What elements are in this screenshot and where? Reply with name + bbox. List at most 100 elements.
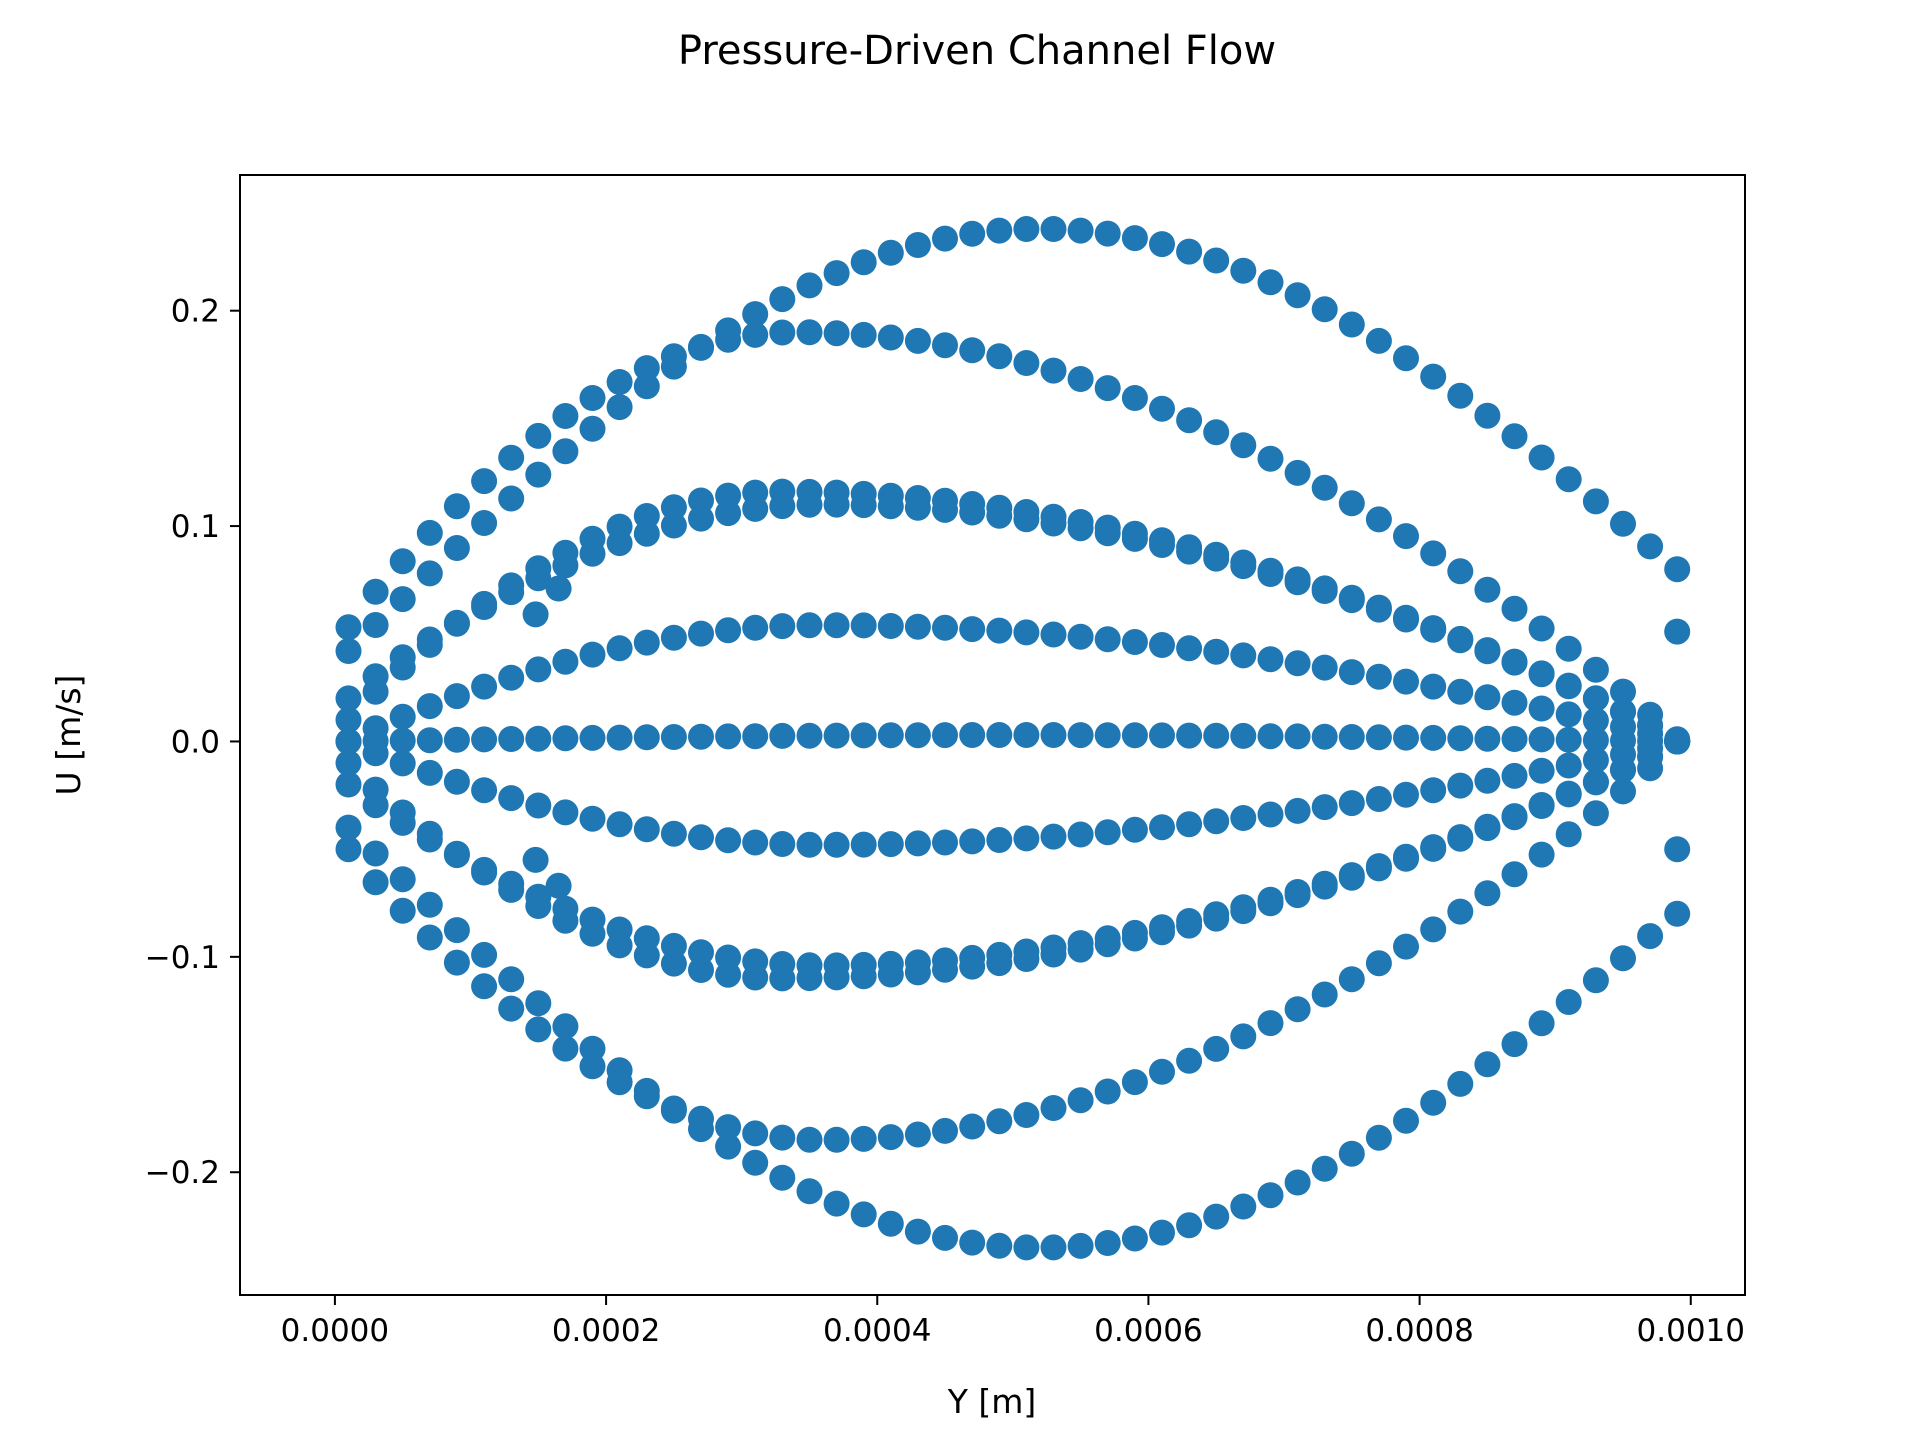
data-point [1447, 725, 1474, 752]
data-point [1067, 722, 1094, 749]
data-point [1501, 861, 1528, 888]
data-point [769, 613, 796, 640]
data-point [932, 614, 958, 641]
data-point [1610, 727, 1636, 754]
data-point [986, 343, 1013, 370]
data-point [1582, 488, 1609, 515]
data-point [633, 1083, 660, 1110]
data-point [1284, 569, 1311, 596]
data-point [877, 239, 904, 266]
x-axis-label: Y [m] [947, 1382, 1037, 1421]
data-point [1149, 532, 1175, 558]
data-point [1501, 595, 1528, 622]
data-point [1555, 701, 1582, 728]
data-point [606, 394, 633, 421]
data-point [1040, 1095, 1067, 1121]
data-point [1149, 914, 1175, 941]
data-point [525, 656, 552, 683]
data-point [1013, 1102, 1040, 1128]
data-point [1257, 1182, 1284, 1209]
data-point [1176, 1047, 1203, 1074]
data-point [1474, 402, 1501, 429]
data-point [471, 673, 498, 700]
data-point [335, 614, 362, 641]
data-point [1257, 646, 1284, 673]
data-point [850, 321, 877, 348]
data-point [715, 1114, 742, 1141]
data-point [579, 805, 606, 832]
data-point [688, 824, 714, 851]
data-point [1338, 724, 1365, 750]
data-point [877, 1124, 904, 1151]
data-point [1420, 540, 1447, 567]
data-point [1284, 797, 1311, 824]
data-point [742, 1149, 769, 1176]
data-point [525, 990, 552, 1017]
data-point [1094, 1230, 1121, 1256]
data-point [579, 724, 606, 751]
data-point [1094, 925, 1121, 952]
data-point [1338, 966, 1365, 993]
data-point [1176, 722, 1203, 749]
data-point [1555, 673, 1582, 700]
data-point [579, 540, 606, 567]
data-point [606, 1069, 633, 1096]
data-point [1664, 618, 1691, 645]
data-point [552, 725, 579, 752]
data-point [1203, 901, 1230, 928]
data-point [579, 415, 606, 442]
data-point [1121, 919, 1148, 946]
data-point [498, 444, 525, 471]
data-point [1040, 1234, 1067, 1261]
data-point [660, 624, 687, 651]
data-point [389, 548, 416, 575]
data-point [823, 831, 850, 858]
data-point [1474, 684, 1501, 711]
data-point [796, 1126, 823, 1153]
data-point [1637, 533, 1664, 560]
data-point [1176, 811, 1203, 838]
data-point [579, 1053, 606, 1080]
data-point [986, 617, 1013, 644]
data-point [1528, 444, 1555, 471]
data-point [1311, 654, 1338, 681]
data-point [498, 870, 525, 897]
data-point [471, 973, 498, 1000]
data-point [1257, 886, 1284, 913]
y-axis-ticks: −0.2 −0.1 0.0 0.1 0.2 [145, 294, 240, 1191]
data-point [769, 286, 796, 313]
data-point [1311, 794, 1338, 821]
data-point [1555, 726, 1582, 753]
data-point [522, 846, 549, 873]
data-point [904, 232, 931, 258]
data-point [579, 906, 606, 933]
data-point [1230, 432, 1257, 459]
data-point [1420, 616, 1447, 643]
data-point [1203, 638, 1230, 665]
data-point [522, 601, 549, 628]
data-point [606, 635, 633, 662]
data-point [1365, 663, 1392, 690]
data-point [742, 723, 769, 750]
data-point [742, 614, 769, 641]
data-point [823, 612, 850, 639]
data-point [1013, 938, 1040, 965]
data-point [688, 723, 714, 750]
data-point [1013, 350, 1040, 376]
data-point [986, 827, 1013, 853]
data-point [1284, 723, 1311, 750]
data-point [362, 792, 389, 819]
data-point [1582, 707, 1609, 734]
data-point [606, 724, 633, 751]
data-point [823, 320, 850, 347]
data-point [1040, 934, 1067, 961]
data-point [606, 530, 633, 557]
data-point [850, 1125, 877, 1152]
data-point [742, 1120, 769, 1147]
data-point [688, 1105, 714, 1132]
data-point [1203, 545, 1230, 572]
data-point [932, 829, 958, 856]
data-point [715, 1133, 742, 1160]
data-point [606, 369, 633, 395]
x-tick-label: 0.0006 [1094, 1313, 1202, 1349]
